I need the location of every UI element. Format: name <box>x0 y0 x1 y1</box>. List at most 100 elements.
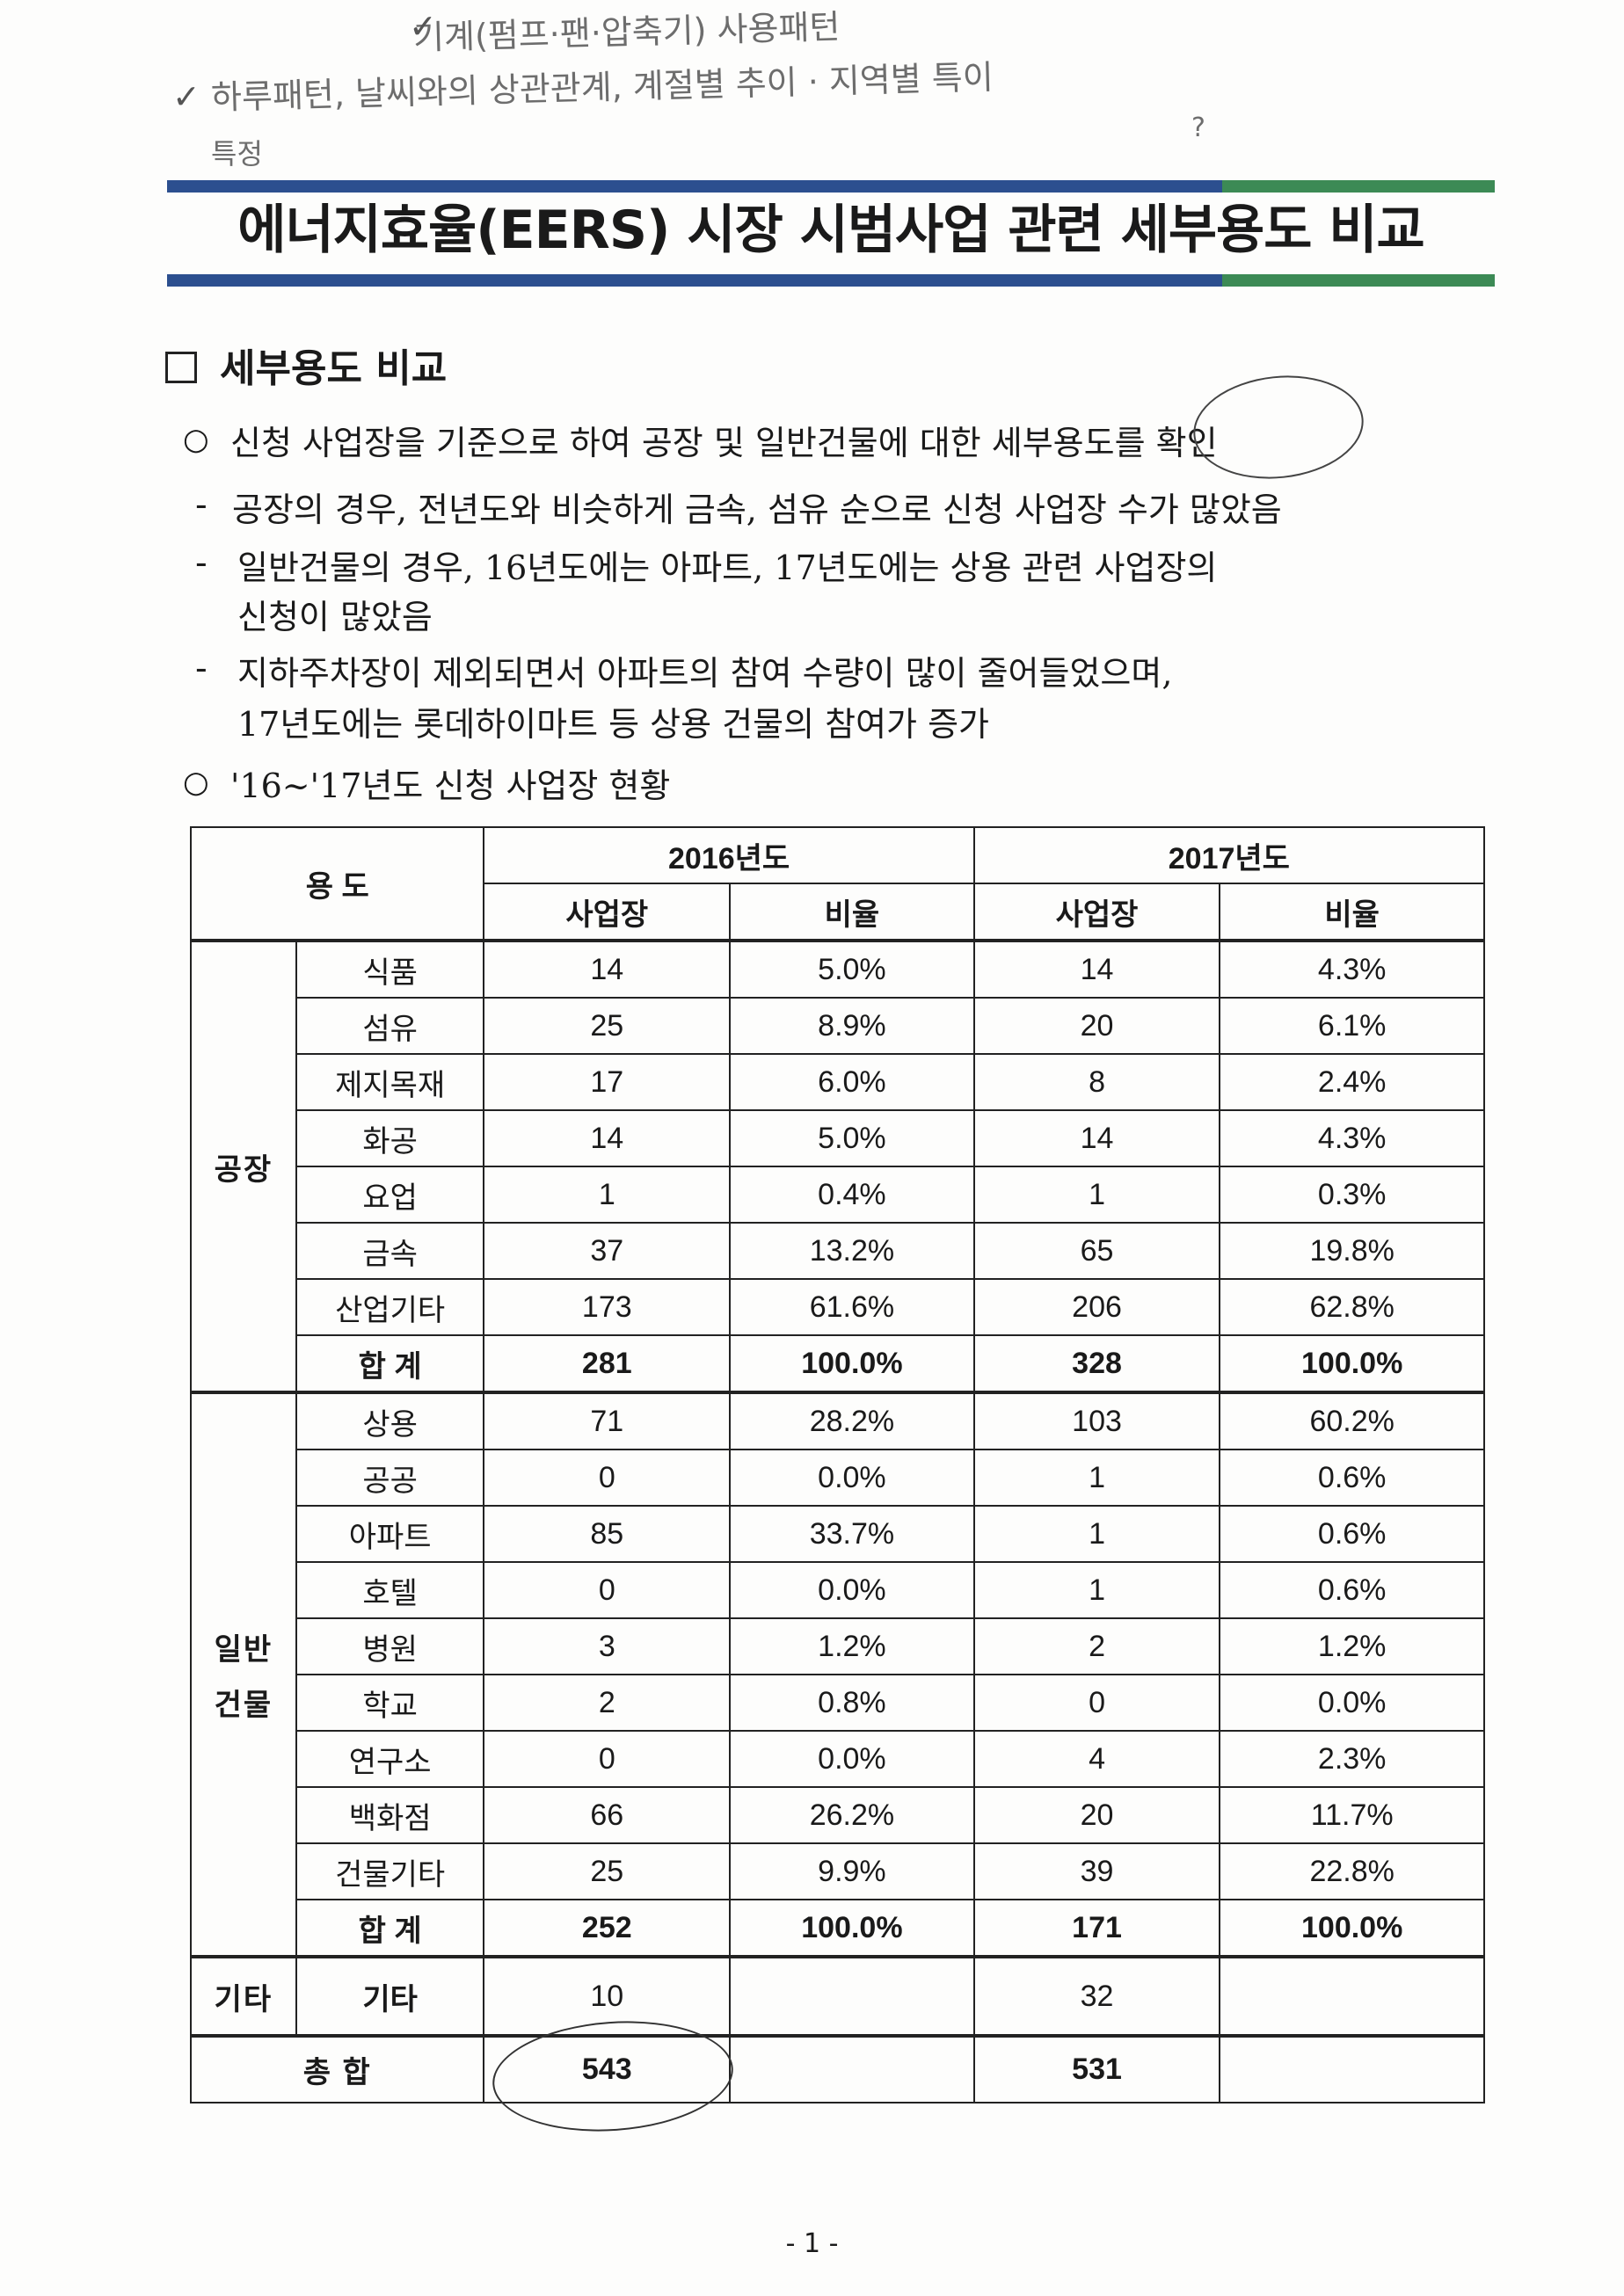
dash-icon: - <box>195 649 208 687</box>
category-name-cell: 산업기타 <box>295 1278 485 1336</box>
count-2016-cell: 14 <box>483 939 732 999</box>
category-name-cell: 공공 <box>295 1449 485 1507</box>
count-2016-cell: 25 <box>483 997 732 1055</box>
count-2017-cell: 0 <box>972 1674 1221 1732</box>
count-2017-cell: 1 <box>972 1166 1221 1224</box>
grand-total-2016-cell: 543 <box>483 2034 732 2103</box>
ratio-2016-cell: 0.4% <box>729 1166 975 1224</box>
category-name-cell: 건물기타 <box>295 1842 485 1900</box>
ratio-2017-cell: 1.2% <box>1219 1617 1485 1675</box>
subtotal-label-cell: 합 계 <box>295 1334 485 1393</box>
category-name-cell: 화공 <box>295 1109 485 1167</box>
dash-text: 지하주차장이 제외되면서 아파트의 참여 수량이 많이 줄어들었으며, <box>237 654 1173 693</box>
subtotal-ratio-2016-cell: 100.0% <box>729 1334 975 1393</box>
ratio-2017-cell: 4.3% <box>1219 939 1485 999</box>
empty-cell <box>729 2034 975 2103</box>
count-2016-cell: 71 <box>483 1391 732 1450</box>
ratio-2017-cell: 11.7% <box>1219 1786 1485 1844</box>
checkbox-square-icon <box>165 352 197 383</box>
year-2017-header: 2017년도 <box>972 826 1486 884</box>
ratio-2017-cell: 60.2% <box>1219 1391 1485 1450</box>
dash-text: 공장의 경우, 전년도와 비슷하게 금속, 섬유 순으로 신청 사업장 수가 많… <box>232 490 1282 529</box>
category-name-cell: 연구소 <box>295 1730 485 1788</box>
dash-text-continued: 17년도에는 롯데하이마트 등 상용 건물의 참여가 증가 <box>237 705 989 744</box>
section-heading: 세부용도 비교 <box>165 343 447 396</box>
count-2017-cell: 8 <box>972 1053 1221 1111</box>
count-header: 사업장 <box>972 883 1221 941</box>
count-2017-cell: 14 <box>972 1109 1221 1167</box>
count-header: 사업장 <box>483 883 732 941</box>
empty-cell <box>729 1955 975 2037</box>
dash-icon: - <box>195 485 208 524</box>
ratio-2016-cell: 9.9% <box>729 1842 975 1900</box>
ratio-2016-cell: 5.0% <box>729 939 975 999</box>
ratio-2016-cell: 8.9% <box>729 997 975 1055</box>
category-name-cell: 백화점 <box>295 1786 485 1844</box>
count-2017-cell: 1 <box>972 1505 1221 1563</box>
group-label-etc: 기타 <box>190 1955 297 2037</box>
count-2017-cell: 39 <box>972 1842 1221 1900</box>
grand-total-2017-cell: 531 <box>972 2034 1221 2103</box>
count-2017-cell: 20 <box>972 1786 1221 1844</box>
ratio-2016-cell: 0.0% <box>729 1730 975 1788</box>
ratio-2016-cell: 13.2% <box>729 1222 975 1280</box>
ratio-2017-cell: 0.6% <box>1219 1449 1485 1507</box>
count-2017-cell: 20 <box>972 997 1221 1055</box>
category-name-cell: 병원 <box>295 1617 485 1675</box>
bullet-text: '16~'17년도 신청 사업장 현황 <box>230 767 671 805</box>
page-title: 에너지효율(EERS) 시장 시범사업 관련 세부용도 비교 <box>237 200 1424 261</box>
count-2016-cell: 25 <box>483 1842 732 1900</box>
handwritten-check-mark: ✓ <box>172 77 200 116</box>
empty-cell <box>1219 2034 1485 2103</box>
count-2016-cell: 37 <box>483 1222 732 1280</box>
ratio-2016-cell: 33.7% <box>729 1505 975 1563</box>
subtotal-ratio-2016-cell: 100.0% <box>729 1899 975 1958</box>
subtotal-count-2016-cell: 281 <box>483 1334 732 1393</box>
subtotal-count-2017-cell: 328 <box>972 1334 1221 1393</box>
dash-icon: - <box>195 543 208 582</box>
group-label-building-line2: 건물 <box>214 1689 273 1722</box>
handwritten-note-line3: 특정 <box>211 137 263 171</box>
subtotal-label-cell: 합 계 <box>295 1899 485 1958</box>
count-2016-cell: 66 <box>483 1786 732 1844</box>
category-name-cell: 아파트 <box>295 1505 485 1563</box>
count-2017-cell: 32 <box>972 1955 1221 2037</box>
count-2017-cell: 2 <box>972 1617 1221 1675</box>
ratio-2017-cell: 4.3% <box>1219 1109 1485 1167</box>
subtotal-count-2016-cell: 252 <box>483 1899 732 1958</box>
use-header: 용 도 <box>189 826 485 941</box>
category-name-cell: 금속 <box>295 1222 485 1280</box>
handwritten-circle-mark <box>1188 367 1369 487</box>
subtotal-ratio-2017-cell: 100.0% <box>1219 1899 1485 1958</box>
title-rule-top <box>167 180 1495 193</box>
ratio-2016-cell: 0.0% <box>729 1561 975 1619</box>
count-2017-cell: 1 <box>972 1449 1221 1507</box>
group-label-building-line1: 일반 <box>214 1633 273 1667</box>
dash-text: 일반건물의 경우, 16년도에는 아파트, 17년도에는 상용 관련 사업장의 <box>237 549 1218 587</box>
count-2016-cell: 0 <box>483 1730 732 1788</box>
subtotal-count-2017-cell: 171 <box>972 1899 1221 1958</box>
count-2016-cell: 85 <box>483 1505 732 1563</box>
category-name-cell: 요업 <box>295 1166 485 1224</box>
ratio-2017-cell: 0.3% <box>1219 1166 1485 1224</box>
year-2016-header: 2016년도 <box>483 826 975 884</box>
count-2017-cell: 1 <box>972 1561 1221 1619</box>
count-2017-cell: 65 <box>972 1222 1221 1280</box>
handwritten-note-line2: 하루패턴, 날씨와의 상관관계, 계절별 추이 · 지역별 특이 <box>210 57 994 117</box>
category-name-cell: 제지목재 <box>295 1053 485 1111</box>
count-2016-cell: 17 <box>483 1053 732 1111</box>
count-2017-cell: 206 <box>972 1278 1221 1336</box>
dash-text-continued: 신청이 많았음 <box>237 598 433 636</box>
grand-total-label-cell: 총 합 <box>189 2034 485 2103</box>
group-label-factory: 공장 <box>190 939 297 1393</box>
count-2016-cell: 2 <box>483 1674 732 1732</box>
ratio-2017-cell: 19.8% <box>1219 1222 1485 1280</box>
count-2017-cell: 103 <box>972 1391 1221 1450</box>
ratio-2017-cell: 0.0% <box>1219 1674 1485 1732</box>
category-name-cell: 호텔 <box>295 1561 485 1619</box>
ratio-2017-cell: 2.3% <box>1219 1730 1485 1788</box>
count-2016-cell: 0 <box>483 1561 732 1619</box>
ratio-2017-cell: 6.1% <box>1219 997 1485 1055</box>
page-number: - 1 - <box>785 2228 839 2259</box>
